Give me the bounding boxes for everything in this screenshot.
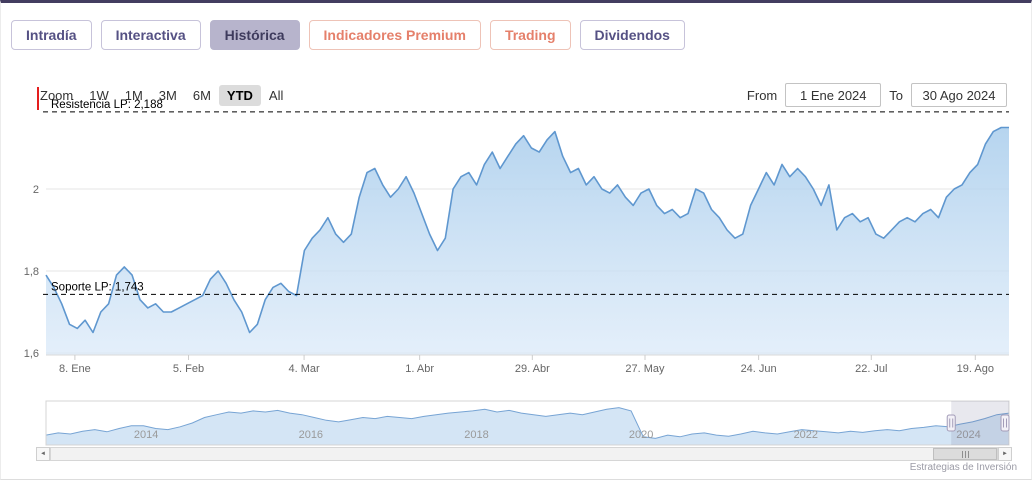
navigator-year-label: 2016: [299, 429, 323, 441]
navigator-chart[interactable]: 2014 2016 2018 2020 2022 2024: [1, 396, 1032, 452]
scrollbar-right-arrow-button[interactable]: ►: [998, 447, 1012, 461]
main-price-chart[interactable]: 1,6 1,8 2 Resistencia LP: 2,188 Soporte LP: …: [1, 98, 1032, 378]
red-marker-line: [37, 87, 39, 110]
price-area-fill: [46, 127, 1009, 355]
navigator-line: [45, 407, 1010, 439]
to-date-input[interactable]: [911, 83, 1007, 107]
x-axis-label: 4. Mar: [288, 363, 320, 375]
plot-line-label: Resistencia LP: 2,188: [51, 99, 163, 111]
credit-text: Estrategias de Inversión: [909, 462, 1017, 473]
navigator-right-handle[interactable]: [1000, 414, 1010, 432]
tab-trading[interactable]: Trading: [489, 20, 571, 50]
zoom-button-ytd[interactable]: YTD: [218, 84, 261, 106]
tab-indicadores-premium[interactable]: Indicadores Premium: [308, 20, 481, 50]
navigator-left-handle[interactable]: [946, 414, 956, 432]
tab-historica[interactable]: Histórica: [209, 20, 300, 50]
scrollbar-thumb[interactable]: [933, 448, 997, 460]
y-axis-label: 1,8: [24, 266, 39, 278]
y-axis-label: 1,6: [24, 348, 39, 360]
navigator-selected-range[interactable]: [951, 401, 1009, 445]
x-axis-label: 29. Abr: [515, 363, 550, 375]
chart-tabs: Intradía Interactiva Histórica Indicador…: [11, 20, 685, 50]
price-line: [45, 126, 1009, 334]
x-axis-label: 19. Ago: [957, 363, 994, 375]
navigator-area: [46, 407, 1009, 445]
x-axis-label: 1. Abr: [405, 363, 434, 375]
to-label: To: [889, 87, 903, 103]
tab-interactiva[interactable]: Interactiva: [100, 20, 201, 50]
tab-dividendos[interactable]: Dividendos: [579, 20, 685, 50]
chart-toolbar: Zoom 1W 1M 3M 6M YTD All From To: [40, 83, 1007, 107]
x-axis-label: 27. May: [625, 363, 665, 375]
scrollbar-left-arrow-button[interactable]: ◄: [36, 447, 50, 461]
x-axis-label: 22. Jul: [855, 363, 887, 375]
x-axis-label: 8. Ene: [59, 363, 91, 375]
from-date-input[interactable]: [785, 83, 882, 107]
zoom-button-3m[interactable]: 3M: [151, 85, 185, 106]
navigator-year-label: 2022: [794, 429, 818, 441]
tab-intradia[interactable]: Intradía: [11, 20, 92, 50]
navigator-year-label: 2018: [464, 429, 488, 441]
zoom-button-1w[interactable]: 1W: [81, 85, 117, 106]
date-range-controls: From To: [747, 83, 1007, 107]
zoom-button-6m[interactable]: 6M: [185, 85, 219, 106]
navigator-scrollbar: ◄ ►: [36, 447, 1012, 461]
zoom-button-1m[interactable]: 1M: [117, 85, 151, 106]
scrollbar-track[interactable]: [50, 447, 998, 461]
zoom-label: Zoom: [40, 87, 74, 103]
navigator-year-label: 2024: [956, 429, 980, 441]
x-axis-label: 24. Jun: [741, 363, 777, 375]
from-label: From: [746, 87, 778, 103]
x-axis-label: 5. Feb: [173, 363, 204, 375]
plot-line-label: Soporte LP: 1,743: [51, 281, 144, 293]
navigator-year-label: 2014: [134, 429, 158, 441]
y-axis-label: 2: [33, 184, 39, 196]
zoom-button-all[interactable]: All: [261, 85, 291, 106]
navigator-year-label: 2020: [629, 429, 653, 441]
